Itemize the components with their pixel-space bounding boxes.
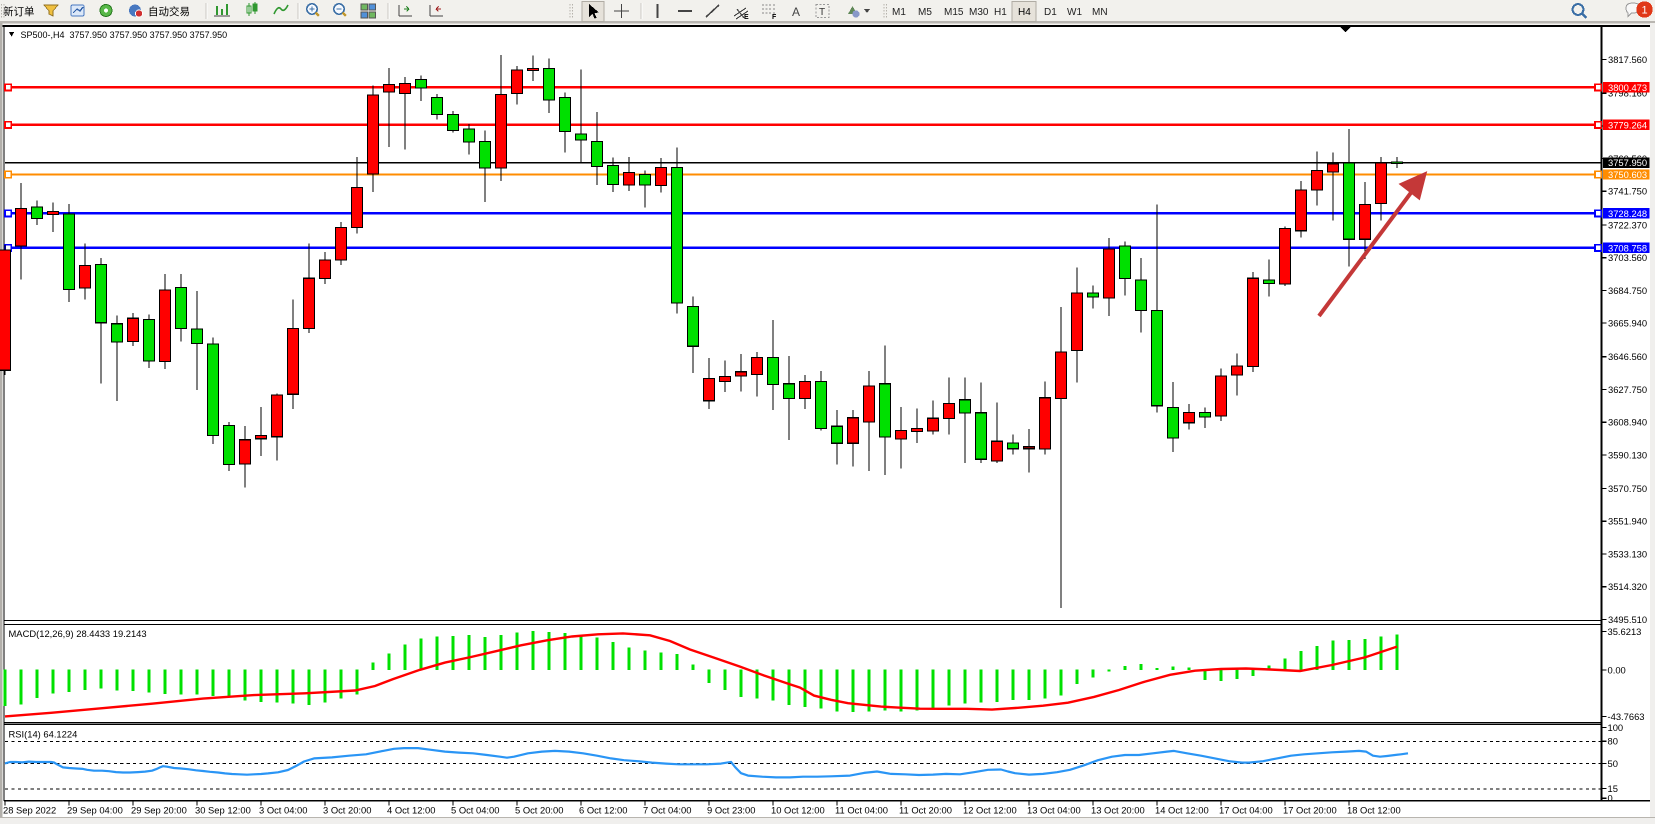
svg-text:M1: M1	[892, 7, 906, 18]
svg-text:13 Oct 04:00: 13 Oct 04:00	[1027, 805, 1081, 816]
svg-text:3779.264: 3779.264	[1608, 119, 1647, 130]
svg-text:A: A	[792, 5, 800, 19]
svg-text:3722.370: 3722.370	[1608, 219, 1647, 230]
svg-text:E: E	[744, 14, 749, 21]
svg-text:W1: W1	[1067, 7, 1082, 18]
svg-text:3757.950: 3757.950	[1608, 157, 1647, 168]
svg-text:0: 0	[1608, 793, 1613, 804]
svg-text:MACD(12,26,9) 28.4433 19.2143: MACD(12,26,9) 28.4433 19.2143	[9, 628, 147, 639]
svg-text:F: F	[772, 14, 777, 21]
svg-text:M15: M15	[944, 7, 964, 18]
svg-text:MN: MN	[1092, 7, 1108, 18]
svg-text:3798.160: 3798.160	[1608, 88, 1647, 99]
svg-text:M30: M30	[969, 7, 989, 18]
svg-text:RSI(14) 64.1224: RSI(14) 64.1224	[9, 729, 78, 740]
svg-text:11 Oct 20:00: 11 Oct 20:00	[899, 805, 952, 816]
svg-text:3495.510: 3495.510	[1608, 614, 1647, 625]
svg-text:H1: H1	[994, 7, 1007, 18]
svg-text:15: 15	[1608, 783, 1618, 794]
svg-text:29 Sep 20:00: 29 Sep 20:00	[131, 805, 187, 816]
svg-text:M5: M5	[918, 7, 932, 18]
svg-text:0.00: 0.00	[1608, 664, 1626, 675]
svg-text:17 Oct 04:00: 17 Oct 04:00	[1219, 805, 1273, 816]
svg-text:7 Oct 04:00: 7 Oct 04:00	[643, 805, 691, 816]
svg-text:3590.130: 3590.130	[1608, 449, 1647, 460]
svg-text:50: 50	[1608, 758, 1618, 769]
svg-text:3750.603: 3750.603	[1608, 169, 1647, 180]
svg-text:18 Oct 12:00: 18 Oct 12:00	[1347, 805, 1401, 816]
svg-text:5 Oct 20:00: 5 Oct 20:00	[515, 805, 563, 816]
svg-text:100: 100	[1608, 722, 1624, 733]
svg-text:3551.940: 3551.940	[1608, 516, 1647, 527]
svg-text:自动交易: 自动交易	[148, 5, 190, 18]
svg-text:3608.940: 3608.940	[1608, 417, 1647, 428]
svg-text:30 Sep 12:00: 30 Sep 12:00	[195, 805, 251, 816]
svg-text:3514.320: 3514.320	[1608, 581, 1647, 592]
svg-text:28 Sep 2022: 28 Sep 2022	[3, 805, 56, 816]
svg-text:17 Oct 20:00: 17 Oct 20:00	[1283, 805, 1337, 816]
svg-text:D1: D1	[1044, 7, 1057, 18]
svg-text:3684.750: 3684.750	[1608, 285, 1647, 296]
svg-text:3 Oct 20:00: 3 Oct 20:00	[323, 805, 371, 816]
svg-text:3646.560: 3646.560	[1608, 351, 1647, 362]
svg-text:3817.560: 3817.560	[1608, 54, 1647, 65]
svg-text:6 Oct 12:00: 6 Oct 12:00	[579, 805, 627, 816]
svg-text:T: T	[819, 7, 825, 18]
svg-text:80: 80	[1608, 736, 1618, 747]
svg-text:12 Oct 12:00: 12 Oct 12:00	[963, 805, 1017, 816]
svg-text:H4: H4	[1018, 7, 1031, 18]
svg-text:3665.940: 3665.940	[1608, 318, 1647, 329]
svg-text:11 Oct 04:00: 11 Oct 04:00	[835, 805, 888, 816]
svg-text:5 Oct 04:00: 5 Oct 04:00	[451, 805, 499, 816]
svg-text:3708.758: 3708.758	[1608, 242, 1647, 253]
svg-text:-43.7663: -43.7663	[1608, 711, 1645, 722]
svg-text:3800.473: 3800.473	[1608, 82, 1647, 93]
svg-text:9 Oct 23:00: 9 Oct 23:00	[707, 805, 755, 816]
svg-text:3703.560: 3703.560	[1608, 252, 1647, 263]
svg-text:新订单: 新订单	[3, 5, 35, 18]
svg-text:3570.750: 3570.750	[1608, 483, 1647, 494]
svg-text:3533.130: 3533.130	[1608, 548, 1647, 559]
svg-text:1: 1	[1642, 5, 1648, 17]
svg-text:3728.248: 3728.248	[1608, 208, 1647, 219]
svg-text:10 Oct 12:00: 10 Oct 12:00	[771, 805, 825, 816]
svg-text:3627.750: 3627.750	[1608, 384, 1647, 395]
svg-text:3741.750: 3741.750	[1608, 186, 1647, 197]
svg-text:29 Sep 04:00: 29 Sep 04:00	[67, 805, 123, 816]
svg-text:14 Oct 12:00: 14 Oct 12:00	[1155, 805, 1209, 816]
svg-text:13 Oct 20:00: 13 Oct 20:00	[1091, 805, 1145, 816]
svg-text:35.6213: 35.6213	[1608, 626, 1642, 637]
svg-text:4 Oct 12:00: 4 Oct 12:00	[387, 805, 435, 816]
svg-text:SP500-,H4 3757.950 3757.950 3: SP500-,H4 3757.950 3757.950 3757.950 375…	[21, 30, 228, 40]
svg-text:3 Oct 04:00: 3 Oct 04:00	[259, 805, 307, 816]
